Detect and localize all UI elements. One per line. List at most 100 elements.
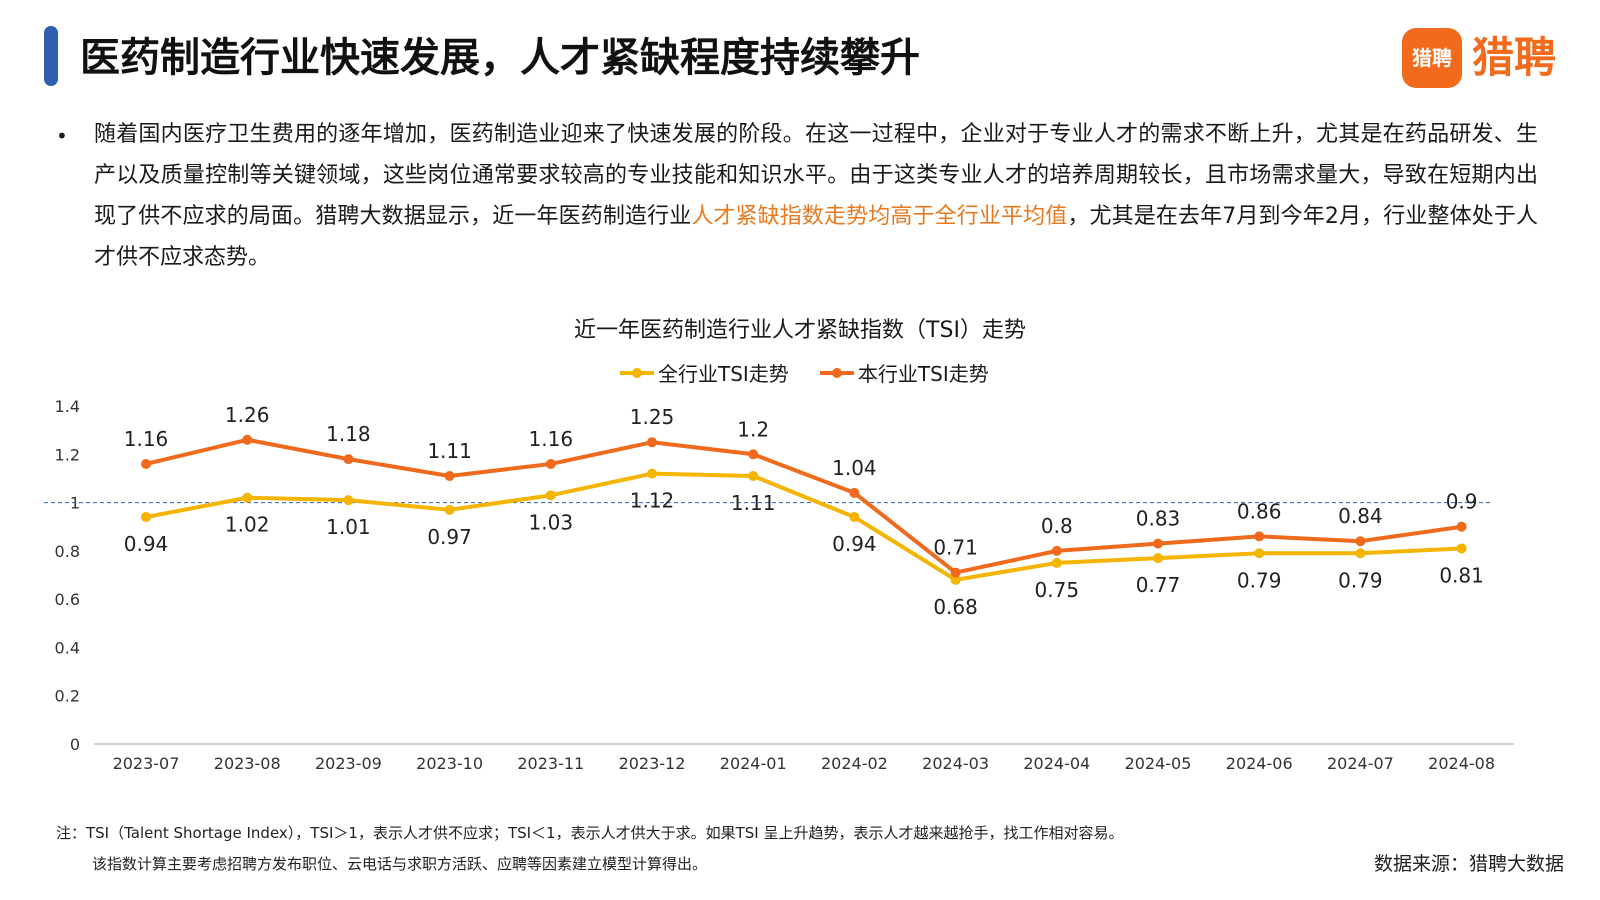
y-tick-label: 0.2	[55, 687, 80, 706]
data-label-all-industry: 0.94	[124, 532, 169, 556]
data-source: 数据来源：猎聘大数据	[1373, 853, 1564, 875]
liepin-logo: 猎聘 猎聘	[1402, 26, 1577, 90]
y-tick-label: 0.6	[55, 590, 80, 609]
x-tick-label: 2023-09	[315, 754, 382, 773]
data-point-this-industry	[545, 458, 556, 469]
data-label-all-industry: 0.77	[1136, 573, 1181, 597]
footnote-line-1: 注：TSI（Talent Shortage Index），TSI＞1，表示人才供…	[56, 824, 1124, 842]
data-point-this-industry	[950, 567, 961, 578]
data-point-this-industry	[748, 449, 759, 460]
data-label-this-industry: 1.26	[225, 403, 270, 427]
intro-text-before: 随着国内医疗卫生费用的逐年增加，医药制造业迎来了快速发展的阶段。在这一过程中，企…	[94, 122, 1538, 229]
data-label-this-industry: 1.25	[630, 405, 675, 429]
data-label-this-industry: 1.2	[737, 417, 769, 441]
x-tick-label: 2023-12	[619, 754, 686, 773]
data-point-all-industry	[1051, 557, 1062, 568]
y-tick-label: 0.4	[55, 638, 80, 657]
data-label-all-industry: 1.12	[630, 489, 675, 513]
data-point-this-industry	[1153, 538, 1163, 549]
series-line-this-industry	[144, 437, 1464, 575]
intro-text-after: ，尤其是在去年7月到今年2月，行业整体处于人才供不应求态势。	[94, 204, 1538, 270]
data-label-this-industry: 0.9	[1446, 490, 1478, 514]
data-label-all-industry: 0.68	[933, 595, 978, 619]
data-label-this-industry: 1.11	[427, 439, 472, 463]
data-label-all-industry: 1.11	[731, 491, 776, 515]
series-line-all-industry	[144, 471, 1464, 582]
chart-title: 近一年医药制造行业人才紧缺指数（TSI）走势	[574, 318, 1026, 343]
data-label-this-industry: 0.86	[1237, 499, 1282, 523]
y-tick-label: 0.8	[55, 542, 80, 561]
data-point-this-industry	[141, 458, 151, 469]
footnote-line-2: 该指数计算主要考虑招聘方发布职位、云电话与求职方活跃、应聘等因素建立模型计算得出…	[92, 855, 708, 873]
data-label-all-industry: 0.97	[427, 525, 472, 549]
legend-label-this-industry: 本行业TSI走势	[857, 362, 989, 386]
data-label-this-industry: 1.18	[326, 422, 371, 446]
x-tick-label: 2024-01	[720, 754, 787, 773]
x-tick-label: 2024-07	[1327, 754, 1394, 773]
intro-paragraph: 随着国内医疗卫生费用的逐年增加，医药制造业迎来了快速发展的阶段。在这一过程中，企…	[94, 114, 1538, 278]
data-point-this-industry	[1456, 521, 1467, 532]
data-label-this-industry: 0.8	[1041, 514, 1073, 538]
data-point-all-industry	[242, 492, 253, 503]
x-tick-label: 2023-07	[113, 754, 180, 773]
tsi-line-chart: 0 0.2 0.4 0.6 0.81 1.2 1.4 2023-07 2023-08 2023-0…	[44, 397, 1514, 773]
data-point-this-industry	[1051, 545, 1062, 556]
x-tick-label: 2024-06	[1226, 754, 1293, 773]
data-point-this-industry	[343, 454, 354, 465]
legend-label-all-industry: 全行业TSI走势	[658, 362, 789, 386]
data-label-this-industry: 0.71	[933, 536, 978, 560]
data-label-this-industry: 1.04	[832, 456, 877, 480]
data-label-all-industry: 0.81	[1439, 563, 1484, 587]
data-point-all-industry	[1355, 548, 1366, 559]
data-point-this-industry	[444, 471, 455, 482]
data-label-this-industry: 1.16	[124, 427, 169, 451]
x-tick-label: 2024-02	[821, 754, 888, 773]
data-label-all-industry: 0.94	[832, 532, 877, 556]
x-tick-label: 2024-04	[1023, 754, 1090, 773]
legend-swatch-this-industry	[819, 367, 854, 378]
data-point-this-industry	[849, 487, 860, 498]
legend-swatch-all-industry	[620, 367, 654, 378]
data-label-all-industry: 1.03	[529, 510, 574, 534]
data-label-this-industry: 0.83	[1136, 507, 1181, 531]
data-point-all-industry	[849, 512, 860, 523]
data-label-this-industry: 1.16	[529, 427, 574, 451]
data-point-this-industry	[242, 434, 253, 445]
x-tick-label: 2024-05	[1125, 754, 1192, 773]
x-tick-label: 2024-08	[1428, 754, 1495, 773]
x-tick-label: 2023-11	[517, 754, 584, 773]
y-tick-label: 1.4	[55, 397, 80, 416]
x-tick-label: 2024-03	[922, 754, 989, 773]
liepin-logo-text: 猎聘	[1472, 33, 1557, 82]
data-point-all-industry	[545, 490, 556, 501]
data-label-this-industry: 0.84	[1338, 504, 1383, 528]
data-point-all-industry	[950, 574, 961, 585]
y-tick-label: 0	[70, 735, 80, 754]
data-point-this-industry	[647, 437, 657, 448]
data-label-all-industry: 0.79	[1237, 568, 1282, 592]
data-point-all-industry	[748, 471, 759, 482]
data-label-all-industry: 0.79	[1338, 568, 1383, 592]
legend-item-all-industry: 全行业TSI走势	[620, 358, 789, 387]
y-tick-label: 1.2	[55, 445, 80, 464]
data-point-all-industry	[647, 468, 657, 479]
data-point-this-industry	[1355, 536, 1366, 547]
data-point-this-industry	[1254, 531, 1265, 542]
data-label-all-industry: 0.75	[1035, 578, 1080, 602]
data-point-all-industry	[343, 495, 354, 506]
data-point-all-industry	[444, 504, 455, 515]
data-label-all-industry: 1.02	[225, 513, 270, 537]
bullet-icon: •	[56, 124, 68, 148]
data-point-all-industry	[1153, 553, 1163, 564]
title-accent-bar	[44, 26, 58, 86]
liepin-logo-icon: 猎聘	[1402, 28, 1462, 88]
chart-legend: 全行业TSI走势 本行业TSI走势	[620, 358, 1015, 388]
data-point-all-industry	[1456, 543, 1467, 554]
data-point-all-industry	[141, 512, 151, 523]
data-label-all-industry: 1.01	[326, 515, 371, 539]
intro-highlight: 人才紧缺指数走势均高于全行业平均值	[691, 204, 1068, 229]
legend-item-this-industry: 本行业TSI走势	[819, 358, 989, 387]
data-point-all-industry	[1254, 548, 1265, 559]
page-title: 医药制造行业快速发展，人才紧缺程度持续攀升	[80, 35, 920, 81]
x-tick-label: 2023-08	[214, 754, 281, 773]
